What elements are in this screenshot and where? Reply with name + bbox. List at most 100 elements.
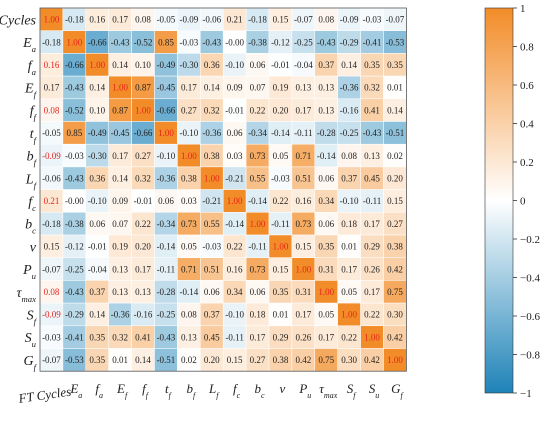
colorbar-tick-label: −0.8 — [520, 350, 540, 362]
cell-value-label: 0.37 — [204, 310, 220, 320]
cell-value-label: -0.14 — [157, 242, 176, 252]
cell-value-label: -0.14 — [179, 287, 198, 297]
cell-value-label: -0.10 — [225, 60, 244, 70]
cell-value-label: 0.05 — [318, 310, 334, 320]
cell-value-label: 0.06 — [250, 287, 266, 297]
cell-value-label: 1.00 — [318, 287, 334, 297]
cell-value-label: 0.20 — [204, 355, 220, 365]
cell-value-label: 0.01 — [273, 310, 289, 320]
cell-value-label: 0.21 — [227, 15, 243, 25]
cell-value-label: 0.02 — [387, 151, 403, 161]
cell-value-label: 0.71 — [295, 151, 311, 161]
cell-value-label: 0.30 — [341, 355, 357, 365]
cell-value-label: 0.42 — [387, 332, 403, 342]
cell-value-label: 0.75 — [387, 287, 403, 297]
column-label-v: v — [280, 381, 286, 396]
cell-value-label: -0.66 — [88, 37, 107, 47]
cell-value-label: 0.17 — [295, 105, 311, 115]
cell-value-label: 0.51 — [204, 264, 220, 274]
row-label-f-f: ff — [30, 104, 38, 122]
cell-value-label: -0.28 — [157, 287, 176, 297]
cell-value-label: 0.14 — [89, 83, 105, 93]
cell-value-label: -0.11 — [271, 219, 289, 229]
cell-value-label: -0.01 — [88, 242, 107, 252]
cell-value-label: 0.06 — [227, 128, 243, 138]
cell-value-label: -0.03 — [363, 15, 382, 25]
cell-value-label: -0.03 — [42, 332, 61, 342]
cell-value-label: -0.25 — [340, 128, 359, 138]
cell-value-label: -0.06 — [202, 15, 221, 25]
cell-value-label: -0.66 — [134, 128, 153, 138]
cell-value-label: 0.08 — [44, 105, 60, 115]
cell-value-label: -0.45 — [157, 83, 176, 93]
cell-value-label: -0.49 — [157, 60, 176, 70]
cell-value-label: 0.13 — [318, 83, 334, 93]
cell-value-label: 0.73 — [295, 219, 311, 229]
cell-value-label: 0.06 — [318, 173, 334, 183]
cell-value-label: 0.01 — [387, 83, 403, 93]
cell-value-label: 0.17 — [364, 219, 380, 229]
cell-value-label: 0.14 — [341, 60, 357, 70]
cell-value-label: 0.55 — [204, 219, 220, 229]
colorbar-tick-label: −0.4 — [520, 273, 540, 285]
cell-value-label: -0.30 — [179, 60, 198, 70]
cell-value-label: -0.45 — [111, 128, 130, 138]
row-label-ft-cycles: FT Cycles — [0, 13, 37, 28]
cell-value-label: -0.21 — [225, 173, 244, 183]
cell-value-label: -0.53 — [65, 355, 84, 365]
cell-value-label: 0.16 — [44, 60, 60, 70]
cell-value-label: -0.34 — [248, 128, 267, 138]
heatmap-cells: 1.00 -0.18 0.16 0.17 0.08 -0.05 -0.09 -0.06 0.21… — [39, 7, 407, 372]
cell-value-label: 0.73 — [250, 264, 266, 274]
cell-value-label: 0.30 — [387, 310, 403, 320]
cell-value-label: -0.03 — [65, 151, 84, 161]
cell-value-label: 0.02 — [181, 355, 197, 365]
cell-value-label: 0.15 — [273, 264, 289, 274]
column-label-g-f: Gf — [391, 381, 404, 400]
cell-value-label: 0.14 — [204, 83, 220, 93]
cell-value-label: -0.11 — [157, 264, 175, 274]
cell-value-label: -0.04 — [88, 264, 107, 274]
cell-value-label: -0.11 — [225, 332, 243, 342]
cell-value-label: -0.36 — [157, 173, 176, 183]
cell-value-label: 0.17 — [44, 83, 60, 93]
cell-value-label: 0.17 — [250, 332, 266, 342]
cell-value-label: 1.00 — [364, 332, 380, 342]
cell-value-label: -0.14 — [225, 219, 244, 229]
row-label-e-f: Ef — [24, 81, 38, 99]
cell-value-label: -0.09 — [179, 15, 198, 25]
cell-value-label: -0.53 — [386, 37, 405, 47]
column-label-e-f: Ef — [116, 381, 129, 400]
cell-value-label: 1.00 — [204, 173, 220, 183]
cell-value-label: 0.08 — [135, 15, 151, 25]
cell-value-label: 0.36 — [204, 60, 220, 70]
cell-value-label: -0.43 — [111, 37, 130, 47]
row-label-f-a: fa — [28, 59, 37, 77]
cell-value-label: 0.16 — [295, 196, 311, 206]
cell-value-label: 0.31 — [318, 264, 334, 274]
colorbar-gradient — [484, 7, 514, 394]
cell-value-label: -0.36 — [202, 128, 221, 138]
cell-value-label: 0.71 — [181, 264, 197, 274]
cell-value-label: 0.22 — [250, 105, 266, 115]
colorbar: 1 0.8 0.6 0.4 0.2 0 −0.2 −0.4 −0.6 −0.8 −1 — [484, 3, 540, 400]
cell-value-label: -0.25 — [294, 37, 313, 47]
cell-value-label: 0.06 — [89, 219, 105, 229]
cell-value-label: 0.75 — [318, 355, 334, 365]
cell-value-label: 0.14 — [112, 60, 128, 70]
cell-value-label: 0.13 — [364, 151, 380, 161]
cell-value-label: 0.29 — [273, 332, 289, 342]
cell-value-label: 0.26 — [364, 264, 380, 274]
cell-value-label: 0.55 — [250, 173, 266, 183]
cell-value-label: -0.25 — [157, 310, 176, 320]
cell-value-label: -0.28 — [317, 128, 336, 138]
cell-value-label: 0.85 — [66, 128, 82, 138]
cell-value-label: -0.10 — [340, 196, 359, 206]
row-labels: FT Cycles Ea fa Ef ff tf bf Lf fc bc v Pu τmax Sf Su Gf — [0, 13, 38, 372]
cell-value-label: 0.06 — [318, 219, 334, 229]
cell-value-label: 0.27 — [387, 219, 403, 229]
cell-value-label: -0.51 — [386, 128, 405, 138]
column-label-b-f: bf — [186, 381, 197, 400]
cell-value-label: 0.32 — [112, 332, 128, 342]
row-label-b-c: bc — [25, 218, 36, 236]
